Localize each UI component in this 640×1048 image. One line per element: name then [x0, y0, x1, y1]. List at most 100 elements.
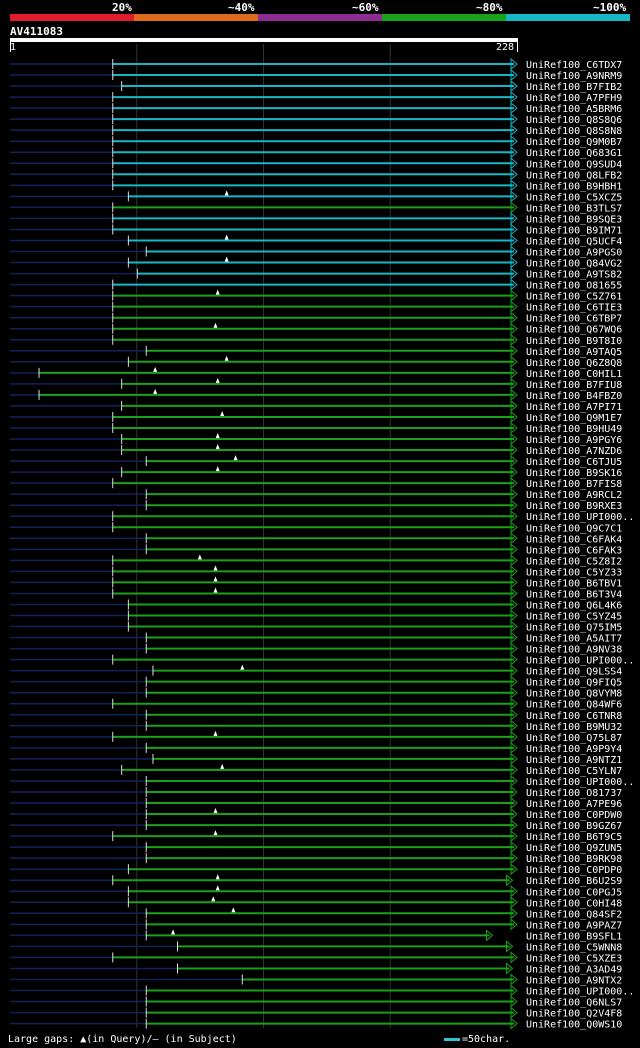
hit-label[interactable]: UniRef100_UPI000..: [526, 777, 634, 788]
hit-label[interactable]: UniRef100_Q8S8N8: [526, 126, 622, 137]
hit-label[interactable]: UniRef100_A9PGY6: [526, 435, 622, 446]
hit-label[interactable]: UniRef100_A7PI71: [526, 402, 622, 413]
hit-label[interactable]: UniRef100_Q8S8Q6: [526, 115, 622, 126]
hit-label[interactable]: UniRef100_Q8VYM8: [526, 689, 622, 700]
hit-label[interactable]: UniRef100_B7FIU8: [526, 380, 622, 391]
hit-label[interactable]: UniRef100_C5Z8I2: [526, 556, 622, 567]
hit-label[interactable]: UniRef100_Q9ZUN5: [526, 843, 622, 854]
hit-label[interactable]: UniRef100_B9SQE3: [526, 214, 622, 225]
hit-label[interactable]: UniRef100_Q9C7C1: [526, 523, 622, 534]
hit-label[interactable]: UniRef100_B9RK98: [526, 854, 622, 865]
hit-label[interactable]: UniRef100_B9IM71: [526, 225, 622, 236]
hit-label[interactable]: UniRef100_C6TBP7: [526, 314, 622, 325]
hit-label[interactable]: UniRef100_A9NV38: [526, 645, 622, 656]
hit-label[interactable]: UniRef100_B9HU49: [526, 424, 622, 435]
hit-label[interactable]: UniRef100_A9TAQ5: [526, 347, 622, 358]
hit-label[interactable]: UniRef100_A5BRM6: [526, 104, 622, 115]
hit-label[interactable]: UniRef100_A9NTZ1: [526, 755, 622, 766]
hit-label[interactable]: UniRef100_Q75L87: [526, 733, 622, 744]
hit-label[interactable]: UniRef100_A9TS82: [526, 270, 622, 281]
hit-label[interactable]: UniRef100_A5AIT7: [526, 634, 622, 645]
hit-label[interactable]: UniRef100_C5XCZ5: [526, 192, 622, 203]
hit-label[interactable]: UniRef100_C0HI48: [526, 898, 622, 909]
hit-row: UniRef100_UPI000..: [10, 984, 634, 998]
hit-label[interactable]: UniRef100_B7FIB2: [526, 82, 622, 93]
hit-label[interactable]: UniRef100_C0PGJ5: [526, 887, 622, 898]
hit-label[interactable]: UniRef100_Q2V4F8: [526, 1009, 622, 1020]
hit-label[interactable]: UniRef100_B9HBH1: [526, 181, 622, 192]
hit-label[interactable]: UniRef100_B4FBZ0: [526, 391, 622, 402]
hit-end-arrow: [510, 741, 518, 754]
hit-label[interactable]: UniRef100_B9RXE3: [526, 501, 622, 512]
hit-label[interactable]: UniRef100_O81655: [526, 281, 622, 292]
hit-label[interactable]: UniRef100_B6U2S9: [526, 876, 622, 887]
hit-end-arrow: [510, 730, 518, 743]
hit-label[interactable]: UniRef100_Q9M0B7: [526, 137, 622, 148]
hit-label[interactable]: UniRef100_C5YLN7: [526, 766, 622, 777]
hit-end-arrow: [506, 940, 514, 953]
hit-label[interactable]: UniRef100_Q8LFB2: [526, 170, 622, 181]
hit-label[interactable]: UniRef100_UPI000..: [526, 987, 634, 998]
hit-label[interactable]: UniRef100_Q9FIQ5: [526, 678, 622, 689]
hit-label[interactable]: UniRef100_A9RCL2: [526, 490, 622, 501]
hit-label[interactable]: UniRef100_C5YZ33: [526, 567, 622, 578]
hit-label[interactable]: UniRef100_Q683G1: [526, 148, 622, 159]
hit-label[interactable]: UniRef100_B9SFL1: [526, 931, 622, 942]
hit-label[interactable]: UniRef100_B9T8I0: [526, 336, 622, 347]
hit-label[interactable]: UniRef100_C5WNN8: [526, 942, 622, 953]
hit-label[interactable]: UniRef100_C0HIL1: [526, 369, 622, 380]
query-gap-marker: [153, 388, 158, 394]
hit-label[interactable]: UniRef100_Q9LSS4: [526, 667, 622, 678]
hit-label[interactable]: UniRef100_Q0WS10: [526, 1020, 622, 1030]
hit-label[interactable]: UniRef100_C5XZE3: [526, 953, 622, 964]
hit-label[interactable]: UniRef100_C5YZ45: [526, 612, 622, 623]
hit-label[interactable]: UniRef100_B9MU32: [526, 722, 622, 733]
hit-label[interactable]: UniRef100_Q67WQ6: [526, 325, 622, 336]
hit-label[interactable]: UniRef100_C6FAK4: [526, 534, 622, 545]
hit-label[interactable]: UniRef100_O81737: [526, 788, 622, 799]
hit-label[interactable]: UniRef100_B7FIS8: [526, 479, 622, 490]
hit-label[interactable]: UniRef100_A7PFH9: [526, 93, 622, 104]
hit-label[interactable]: UniRef100_A7PE96: [526, 799, 622, 810]
hit-label[interactable]: UniRef100_Q5UCF4: [526, 236, 622, 247]
hit-label[interactable]: UniRef100_Q84WF6: [526, 700, 622, 711]
hit-label[interactable]: UniRef100_Q84VG2: [526, 259, 622, 270]
hit-label[interactable]: UniRef100_B3TLS7: [526, 203, 622, 214]
hit-label[interactable]: UniRef100_A9NTX2: [526, 975, 622, 986]
hit-label[interactable]: UniRef100_C6TIE3: [526, 303, 622, 314]
hit-label[interactable]: UniRef100_A9NRM9: [526, 71, 622, 82]
hit-label[interactable]: UniRef100_B9GZ67: [526, 821, 622, 832]
hit-label[interactable]: UniRef100_Q6NLS7: [526, 998, 622, 1009]
hit-label[interactable]: UniRef100_B6T3V4: [526, 589, 622, 600]
hit-label[interactable]: UniRef100_C5Z761: [526, 292, 622, 303]
query-gap-marker: [213, 565, 218, 571]
hit-label[interactable]: UniRef100_C0PDP0: [526, 865, 622, 876]
hit-end-arrow: [510, 609, 518, 622]
hit-label[interactable]: UniRef100_C6FAK3: [526, 545, 622, 556]
hit-label[interactable]: UniRef100_A9PAZ7: [526, 920, 622, 931]
hit-row: UniRef100_B9MU32: [10, 719, 622, 733]
hit-row: UniRef100_Q75IM5: [10, 620, 622, 634]
hit-label[interactable]: UniRef100_B9SK16: [526, 468, 622, 479]
hit-label[interactable]: UniRef100_B6TBV1: [526, 578, 622, 589]
hit-label[interactable]: UniRef100_C6TDX7: [526, 60, 622, 71]
hit-label[interactable]: UniRef100_C6TNR8: [526, 711, 622, 722]
hit-label[interactable]: UniRef100_A9PGS0: [526, 248, 622, 259]
hit-label[interactable]: UniRef100_A3AD49: [526, 964, 622, 975]
hit-label[interactable]: UniRef100_Q84SF2: [526, 909, 622, 920]
hit-label[interactable]: UniRef100_C6TJU5: [526, 457, 622, 468]
hit-label[interactable]: UniRef100_Q6Z8Q8: [526, 358, 622, 369]
hit-label[interactable]: UniRef100_Q9M1E7: [526, 413, 622, 424]
hit-row: UniRef100_A7NZD6: [10, 443, 622, 457]
hit-label[interactable]: UniRef100_B6T9C5: [526, 832, 622, 843]
hit-label[interactable]: UniRef100_Q75IM5: [526, 623, 622, 634]
hit-label[interactable]: UniRef100_C0PDW0: [526, 810, 622, 821]
hit-row: UniRef100_UPI000..: [10, 774, 634, 788]
hit-row: UniRef100_Q9M1E7: [10, 410, 622, 424]
hit-label[interactable]: UniRef100_A9P9Y4: [526, 744, 622, 755]
hit-label[interactable]: UniRef100_A7NZD6: [526, 446, 622, 457]
hit-label[interactable]: UniRef100_UPI000..: [526, 656, 634, 667]
hit-label[interactable]: UniRef100_Q6L4K6: [526, 600, 622, 611]
hit-label[interactable]: UniRef100_Q9SUD4: [526, 159, 622, 170]
hit-label[interactable]: UniRef100_UPI000..: [526, 512, 634, 523]
